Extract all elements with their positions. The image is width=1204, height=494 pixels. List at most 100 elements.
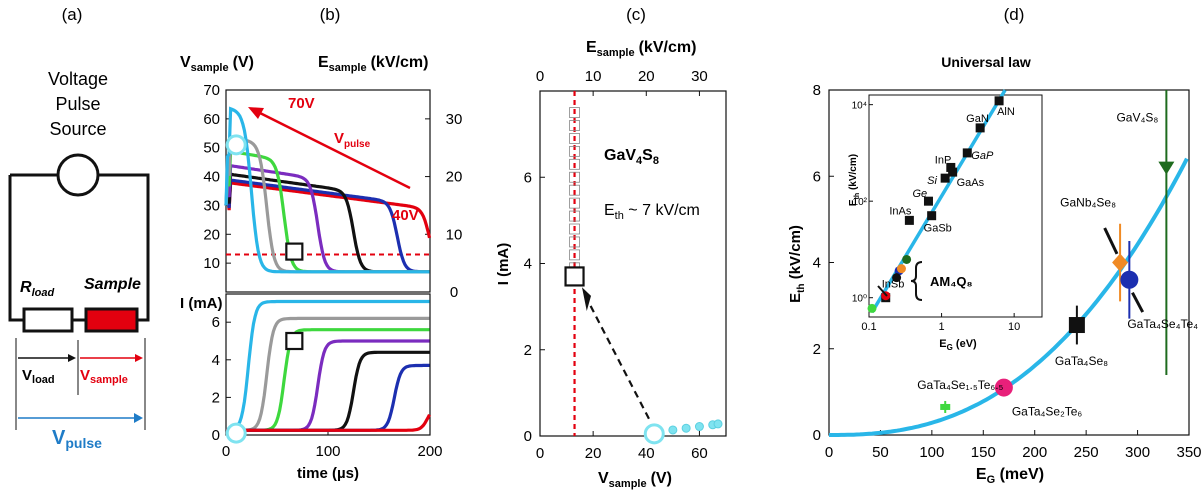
c-ytick-label: 0 bbox=[524, 428, 532, 445]
inset-point bbox=[927, 211, 937, 221]
vpulse-arrowhead bbox=[134, 413, 143, 423]
panel-letter-c: (c) bbox=[626, 5, 646, 24]
b-top-square-marker bbox=[285, 242, 304, 261]
c-y-axis-label: I (mA) bbox=[495, 243, 512, 286]
d-xtick-label: 300 bbox=[1125, 444, 1150, 461]
b-bottom-circle-marker bbox=[225, 422, 247, 444]
d-point-square bbox=[1068, 317, 1085, 334]
c-vertical-point bbox=[569, 223, 580, 235]
b-current-series bbox=[226, 350, 430, 432]
vsample-arrowhead bbox=[135, 354, 143, 362]
c-top-xtick-label: 30 bbox=[691, 68, 708, 85]
source-label-line-3: Source bbox=[49, 119, 106, 139]
b-bottom-ytick-label: 0 bbox=[212, 427, 220, 444]
c-vertical-point bbox=[569, 197, 580, 209]
c-ytick-label: 2 bbox=[524, 342, 532, 359]
inset-group-label: AM₄Q₈ bbox=[930, 274, 973, 289]
d-data: GaV₄S₈ GaNb₄Se₈ GaTa₄Se₄Te₄ GaTa₄Se₈ GaTa₄Se… bbox=[829, 90, 1198, 437]
b-top-ytick-label: 10 bbox=[203, 255, 220, 272]
b-bottom-ytick-label: 6 bbox=[212, 314, 220, 331]
b-x-axis-label: time (µs) bbox=[297, 465, 359, 482]
b-current-series bbox=[226, 413, 431, 432]
inset-ytick-label: 10⁴ bbox=[852, 101, 867, 112]
b-top-ytick-label: 40 bbox=[203, 169, 220, 186]
inset-xtick-label: 0.1 bbox=[861, 321, 876, 333]
c-vertical-point bbox=[569, 171, 580, 183]
d-xtick-label: 0 bbox=[825, 444, 833, 461]
inset-point-label: InAs bbox=[889, 205, 912, 217]
c-low-branch-point bbox=[713, 419, 723, 429]
c-low-branch-point bbox=[668, 425, 678, 435]
inset-point-label: GaAs bbox=[957, 177, 985, 189]
inset-point-label: InP bbox=[935, 154, 952, 166]
c-ticks: 0 20 40 60 0 10 20 30 0 2 4 6 bbox=[524, 68, 708, 462]
d-point-label: GaNb₄Se₈ bbox=[1060, 196, 1116, 210]
inset-point bbox=[948, 167, 958, 177]
b-right-axis-label: Esample (kV/cm) bbox=[318, 54, 428, 74]
inset-am4q8-point bbox=[902, 254, 912, 264]
c-ytick-label: 4 bbox=[524, 256, 532, 273]
inset-point-label: GaSb bbox=[924, 223, 952, 235]
inset-point-label: GaN bbox=[966, 113, 989, 125]
b-top-circle-marker bbox=[225, 134, 247, 156]
d-arrow-ganb bbox=[1103, 227, 1119, 255]
annotation-70v: 70V bbox=[288, 95, 315, 112]
inset-xtick-label: 10 bbox=[1008, 321, 1020, 333]
inset-point-label: GaP bbox=[971, 150, 994, 162]
b-voltage-series bbox=[224, 178, 430, 274]
d-point-label: GaTa₄Se₂Te₆ bbox=[1012, 405, 1083, 419]
b-xtick-label: 200 bbox=[417, 443, 442, 460]
c-data bbox=[564, 91, 723, 445]
sample-resistor bbox=[84, 307, 139, 333]
b-top-ytick-label: 30 bbox=[203, 197, 220, 214]
c-vertical-point bbox=[569, 249, 580, 261]
b-bottom-ytick-label: 2 bbox=[212, 389, 220, 406]
c-x-axis-label: Vsample (V) bbox=[598, 470, 672, 490]
inset-ytick-label: 10⁰ bbox=[852, 294, 867, 305]
b-top-ytick-label: 20 bbox=[203, 226, 220, 243]
d-point-diamond bbox=[1112, 253, 1129, 272]
c-frame bbox=[539, 90, 727, 437]
c-low-branch-point bbox=[681, 423, 691, 433]
panel-d: Universal law 0 50 100 150 200 250 300 350 0 2 4 6 8… bbox=[787, 54, 1202, 486]
d-xtick-label: 350 bbox=[1176, 444, 1201, 461]
sample-label: Sample bbox=[84, 276, 141, 293]
d-ytick-label: 0 bbox=[813, 427, 821, 444]
b-xtick-label: 100 bbox=[315, 443, 340, 460]
b-top-frame bbox=[225, 89, 431, 293]
d-xtick-label: 150 bbox=[971, 444, 996, 461]
b-top-ytick-right-label: 10 bbox=[446, 226, 463, 243]
c-eth-label: Eth ~ 7 kV/cm bbox=[604, 202, 700, 222]
b-current-series bbox=[225, 299, 430, 432]
d-point-hexagon bbox=[994, 378, 1013, 397]
b-top-ticks: 10 20 30 40 50 60 70 0 10 20 30 bbox=[203, 82, 462, 301]
c-vertical-point bbox=[569, 107, 580, 118]
inset-point bbox=[940, 173, 950, 183]
d-xtick-label: 50 bbox=[872, 444, 889, 461]
d-title: Universal law bbox=[941, 54, 1031, 70]
c-transition-arrowhead bbox=[581, 287, 592, 311]
b-bottom-series bbox=[225, 299, 431, 444]
d-point-circle bbox=[1120, 270, 1139, 289]
b-top-ytick-label: 50 bbox=[203, 140, 220, 157]
vpulse-annotation-arrow bbox=[257, 110, 411, 190]
source-label-line-2: Pulse bbox=[55, 94, 100, 114]
b-top-ytick-right-label: 0 bbox=[450, 284, 458, 301]
b-bottom-ytick-label: 4 bbox=[212, 352, 220, 369]
vpulse-annotation-arrowhead bbox=[248, 107, 264, 119]
d-ytick-label: 2 bbox=[813, 341, 821, 358]
b-top-series bbox=[224, 106, 432, 274]
rload-label: Rload bbox=[20, 279, 54, 299]
b-xtick-label: 0 bbox=[222, 443, 230, 460]
c-vertical-point bbox=[569, 158, 580, 170]
inset-chart: 0.1 1 10 10⁰ 10² 10⁴ AlN GaN GaP InP Si GaAs Ge GaSb I… bbox=[852, 89, 1020, 333]
vload-label: Vload bbox=[22, 367, 55, 386]
b-top-ytick-label: 60 bbox=[203, 111, 220, 128]
b-bottom-y-label: I (mA) bbox=[180, 295, 223, 312]
inset-bracket bbox=[910, 261, 923, 301]
circuit-diagram: Voltage Pulse Source Rload Sample Vload … bbox=[8, 69, 150, 451]
inset-am4q8-point bbox=[892, 273, 902, 283]
c-ytick-label: 6 bbox=[524, 169, 532, 186]
c-top-xtick-label: 20 bbox=[638, 68, 655, 85]
